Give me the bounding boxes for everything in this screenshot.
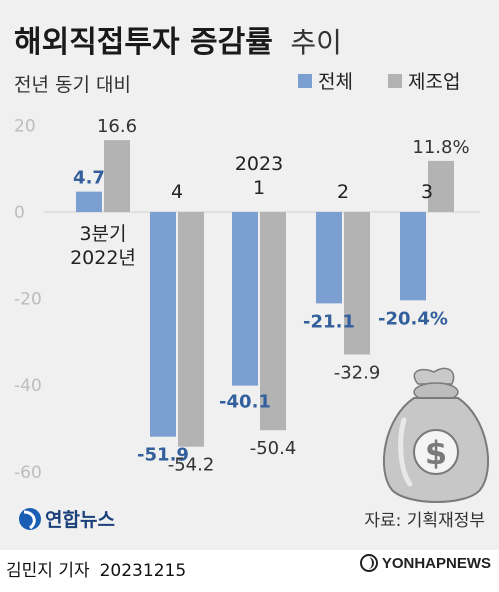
legend-label-all: 전체 [318,71,353,93]
legend: 전체 제조업 [298,71,460,93]
value-labels: 4.7 -51.9 -40.1 -21.1 -20.4% 16.6 -54.2 -50.4 -3… [73,116,470,476]
yonhap-logo: 연합뉴스 [19,508,115,531]
footer [0,550,499,592]
y-tick-label: -40 [14,376,42,396]
value-label-all-q4-2022: -51.9 [137,445,189,466]
category-label-q3-2022-line1: 3분기 [79,223,126,245]
value-label-mfg-q2-2023: -32.9 [334,362,381,383]
category-label-q2-2023: 2 [337,181,349,203]
category-label-q1-2023-line2: 1 [253,177,265,199]
y-tick-label: 0 [14,203,25,223]
watermark-text: YONHAPNEWS [381,554,491,572]
watermark-icon [359,554,378,572]
bar-mfg-q4-2022 [178,212,204,447]
legend-label-mfg: 제조업 [408,71,460,93]
bar-mfg-q3-2023 [428,160,454,212]
y-tick-label: -60 [14,463,42,483]
byline: 김민지 기자 20231215 [6,556,186,581]
bar-all-q3-2023 [400,212,426,301]
category-label-q1-2023-line1: 2023 [235,153,283,175]
title-main: 해외직접투자 증감률 [14,25,273,60]
value-label-mfg-q3-2023: 11.8% [412,137,469,158]
category-label-q3-2022-line2: 2022년 [70,247,136,269]
source-text: 자료: 기획재정부 [364,511,485,531]
chart-subtitle: 전년 동기 대비 [14,74,131,96]
bar-mfg-q2-2023 [344,212,370,355]
value-label-mfg-q3-2022: 16.6 [97,116,137,137]
bars [76,140,454,447]
value-label-all-q1-2023: -40.1 [219,392,271,413]
category-label-q3-2023: 3 [421,181,433,203]
value-label-all-q2-2023: -21.1 [303,311,355,332]
byline-date: 20231215 [99,561,187,581]
chart-title: 해외직접투자 증감률 추이 [14,25,342,60]
y-axis: 20 0 -20 -40 -60 [14,116,480,483]
value-label-all-q3-2022: 4.7 [73,168,105,189]
y-tick-label: 20 [14,116,36,136]
bar-mfg-q1-2023 [260,212,286,431]
bar-mfg-q3-2022 [104,140,130,212]
y-tick-label: -20 [14,290,42,310]
value-label-mfg-q1-2023: -50.4 [250,438,297,459]
bar-all-q1-2023 [232,212,258,386]
legend-swatch-mfg [388,74,402,88]
bar-all-q4-2022 [150,212,176,437]
value-label-mfg-q4-2022: -54.2 [168,455,215,476]
logo-text: 연합뉴스 [45,509,115,531]
byline-reporter: 김민지 기자 [6,561,90,581]
svg-text:$: $ [425,434,447,472]
category-label-q4-2022: 4 [171,181,183,203]
money-bag-icon: $ [382,367,490,503]
legend-swatch-all [298,74,312,88]
watermark: YONHAPNEWS [359,550,491,576]
chart-canvas: 해외직접투자 증감률 추이 전년 동기 대비 전체 제조업 20 0 -20 -40 -… [14,25,490,531]
title-suffix: 추이 [290,26,342,59]
bar-all-q2-2023 [316,212,342,304]
value-label-all-q3-2023: -20.4% [378,308,448,329]
bar-all-q3-2022 [76,191,102,212]
